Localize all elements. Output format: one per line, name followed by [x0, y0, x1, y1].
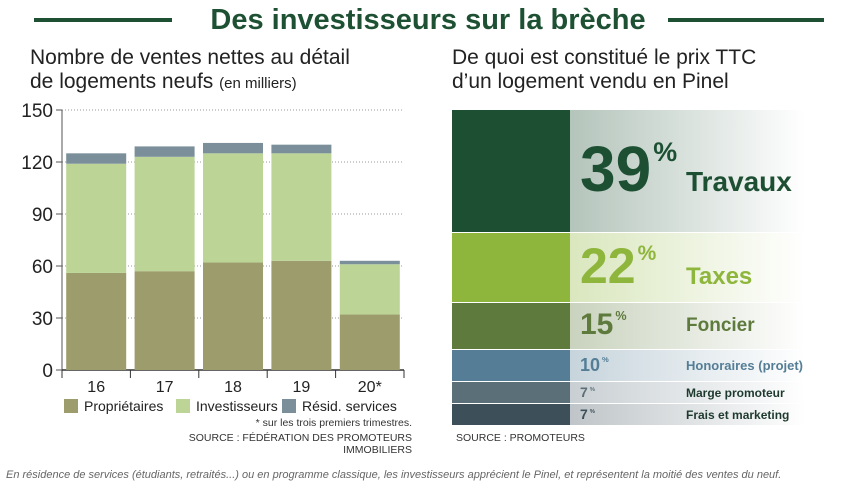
caption: En résidence de services (étudiants, ret…	[6, 469, 782, 481]
x-tick-label: 19	[293, 379, 311, 396]
x-tick-label: 16	[87, 379, 105, 396]
price-segment	[452, 110, 570, 233]
price-percent-value: 7	[580, 406, 588, 423]
x-tick-label: 18	[224, 379, 242, 396]
bar-segment	[134, 146, 195, 157]
legend-swatch	[176, 399, 190, 413]
bar-segment	[271, 153, 332, 261]
price-percent: 7%	[580, 384, 595, 400]
y-tick-label: 90	[32, 205, 53, 226]
price-percent-value: 10	[580, 354, 601, 375]
y-tick-label: 150	[21, 101, 53, 122]
price-percent-value: 7	[580, 384, 588, 401]
bar-segment	[339, 260, 400, 265]
bar-segment	[66, 272, 127, 370]
y-tick-label: 0	[42, 361, 53, 382]
price-band	[570, 110, 818, 233]
price-percent-sign: %	[615, 309, 627, 323]
price-band	[570, 350, 818, 381]
y-tick-label: 60	[32, 257, 53, 278]
price-label: Taxes	[686, 263, 753, 291]
price-segment	[452, 381, 570, 403]
price-band	[570, 302, 818, 350]
price-percent-sign: %	[653, 137, 678, 168]
y-tick-label: 30	[32, 309, 53, 330]
right-chart-title-line2: d’un logement vendu en Pinel	[452, 70, 729, 93]
left-footnote: * sur les trois premiers trimestres.	[255, 417, 412, 429]
legend-item: Résid. services	[282, 398, 397, 414]
legend-item: Investisseurs	[176, 398, 278, 414]
left-chart-title-unit: (en milliers)	[219, 75, 297, 92]
right-chart-title: De quoi est constitué le prix TTC d’un l…	[452, 46, 822, 94]
price-percent: 22%	[580, 237, 656, 295]
price-band	[570, 381, 818, 403]
bar-segment	[203, 142, 263, 154]
bar-segment	[271, 260, 332, 370]
bar-segment	[66, 163, 127, 273]
price-label: Travaux	[686, 166, 792, 198]
left-chart-title: Nombre de ventes nettes au détail de log…	[30, 46, 410, 96]
price-segment	[452, 403, 570, 425]
left-chart-title-line2: de logements neufs (en milliers)	[30, 70, 410, 96]
price-band	[570, 233, 818, 302]
price-percent-sign: %	[602, 355, 609, 365]
bar-segment	[66, 153, 127, 164]
price-percent-sign: %	[589, 408, 596, 415]
legend-item: Propriétaires	[64, 398, 163, 414]
bar-segment	[134, 271, 195, 370]
price-label: Frais et marketing	[686, 407, 790, 422]
x-tick-label: 20*	[358, 379, 382, 396]
price-segment	[452, 233, 570, 302]
right-source: SOURCE : PROMOTEURS	[456, 432, 585, 444]
price-percent: 15%	[580, 308, 627, 342]
legend-label: Investisseurs	[196, 398, 278, 414]
x-tick-label: 17	[156, 379, 174, 396]
legend-label: Propriétaires	[84, 398, 164, 414]
right-chart-title-line1: De quoi est constitué le prix TTC	[452, 46, 757, 69]
left-chart-title-line2-text: de logements neufs	[30, 70, 214, 93]
price-percent: 10%	[580, 355, 609, 376]
price-label: Marge promoteur	[686, 385, 785, 400]
title-rule-left	[34, 18, 172, 22]
left-source: SOURCE : FÉDÉRATION DES PROMOTEURS IMMOB…	[188, 432, 412, 456]
price-percent-value: 22	[580, 238, 636, 294]
price-label: Honoraires (projet)	[686, 358, 804, 374]
price-percent-sign: %	[637, 241, 657, 265]
bar-segment	[339, 314, 400, 370]
y-tick-label: 120	[21, 153, 53, 174]
price-percent-value: 39	[580, 132, 652, 205]
legend-swatch	[282, 399, 296, 413]
bar-segment	[203, 153, 263, 263]
page-title: Des investisseurs sur la brèche	[210, 4, 646, 36]
price-percent-value: 15	[580, 307, 614, 341]
bar-segment	[271, 144, 332, 154]
bar-segment	[203, 262, 263, 370]
bar-segment	[134, 156, 195, 272]
title-rule-right	[668, 18, 824, 22]
price-percent-sign: %	[589, 386, 596, 393]
price-segment	[452, 302, 570, 350]
left-chart-title-line1: Nombre de ventes nettes au détail	[30, 46, 350, 69]
price-band	[570, 403, 818, 425]
price-segment	[452, 350, 570, 381]
price-label: Foncier	[686, 315, 755, 337]
header: Des investisseurs sur la brèche	[0, 4, 856, 36]
legend-label: Résid. services	[302, 398, 397, 414]
price-percent: 7%	[580, 406, 595, 422]
price-percent: 39%	[580, 132, 677, 206]
bar-segment	[339, 264, 400, 315]
legend-swatch	[64, 399, 78, 413]
